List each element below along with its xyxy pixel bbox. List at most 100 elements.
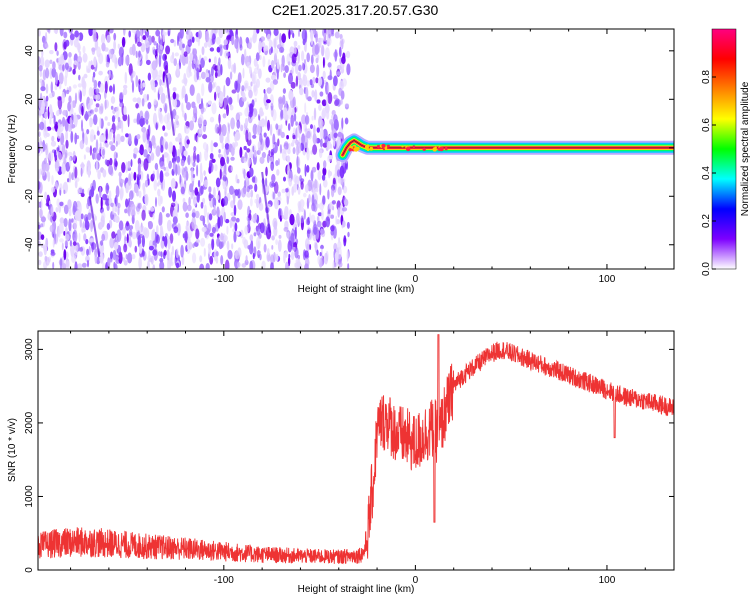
noise-blob — [256, 193, 260, 200]
noise-blob — [38, 224, 41, 229]
noise-blob — [44, 59, 50, 68]
noise-blob — [38, 29, 41, 37]
noise-blob — [194, 187, 199, 196]
noise-blob — [287, 256, 291, 267]
noise-blob — [152, 112, 158, 126]
noise-blob — [203, 204, 207, 218]
noise-blob — [206, 143, 209, 153]
noise-blob — [166, 249, 170, 261]
noise-blob — [50, 81, 53, 94]
noise-blob — [100, 196, 103, 210]
noise-blob — [59, 54, 65, 65]
noise-blob — [211, 238, 215, 251]
noise-streak — [165, 74, 176, 136]
noise-blob — [197, 179, 201, 188]
noise-blob — [122, 113, 128, 122]
noise-blob — [292, 107, 295, 117]
noise-blob — [312, 29, 316, 36]
noise-blob — [315, 77, 319, 84]
noise-blob — [59, 201, 64, 207]
noise-blob — [233, 192, 236, 206]
noise-blob — [230, 200, 235, 209]
signal-knot — [432, 147, 437, 152]
noise-blob — [201, 226, 207, 233]
noise-blob — [227, 57, 232, 70]
noise-blob — [272, 191, 276, 200]
noise-blob — [220, 64, 223, 76]
noise-blob — [287, 148, 291, 155]
noise-blob — [205, 77, 211, 83]
noise-blob — [236, 119, 241, 129]
noise-blob — [87, 68, 90, 73]
noise-blob — [234, 80, 238, 91]
noise-blob — [316, 64, 320, 78]
noise-blob — [123, 87, 128, 96]
noise-blob — [246, 148, 251, 153]
noise-blob — [131, 80, 135, 93]
noise-blob — [49, 116, 52, 125]
noise-blob — [237, 93, 240, 103]
snr-series-line — [38, 334, 674, 565]
noise-blob — [64, 233, 70, 241]
noise-blob — [245, 82, 248, 89]
noise-blob — [346, 50, 351, 59]
noise-blob — [80, 192, 85, 198]
noise-blob — [290, 81, 296, 89]
noise-blob — [93, 147, 98, 160]
noise-blob — [170, 202, 176, 208]
noise-blob — [334, 49, 338, 62]
noise-blob — [145, 119, 149, 125]
noise-blob — [307, 96, 312, 102]
noise-blob — [271, 144, 275, 148]
noise-blob — [114, 215, 120, 223]
noise-blob — [196, 59, 200, 72]
noise-blob — [99, 117, 102, 129]
noise-blob — [234, 250, 240, 260]
noise-blob — [292, 139, 297, 144]
noise-blob — [87, 110, 92, 117]
noise-blob — [235, 231, 240, 236]
noise-blob — [93, 79, 98, 89]
noise-blob — [259, 55, 262, 60]
noise-blob — [86, 129, 90, 135]
noise-blob — [72, 241, 77, 247]
noise-blob — [88, 29, 94, 37]
noise-blob — [61, 163, 66, 175]
noise-blob — [74, 92, 78, 105]
noise-blob — [210, 140, 214, 153]
noise-blob — [121, 162, 126, 173]
noise-blob — [281, 54, 285, 67]
noise-blob — [189, 120, 194, 131]
noise-blob — [156, 167, 159, 181]
noise-blob — [316, 220, 322, 228]
noise-blob — [337, 186, 342, 196]
noise-blob — [304, 184, 309, 193]
noise-blob — [340, 98, 343, 105]
noise-blob — [51, 67, 57, 78]
noise-blob — [229, 185, 234, 195]
noise-blob — [113, 242, 119, 250]
noise-blob — [59, 29, 64, 37]
noise-blob — [316, 99, 321, 104]
noise-blob — [252, 252, 255, 260]
noise-blob — [316, 162, 320, 171]
noise-blob — [266, 33, 271, 42]
noise-blob — [115, 185, 120, 198]
noise-blob — [97, 169, 101, 180]
noise-blob — [214, 164, 218, 172]
noise-blob — [63, 189, 66, 195]
noise-blob — [301, 62, 304, 70]
noise-blob — [152, 142, 157, 149]
noise-blob — [242, 236, 247, 245]
noise-blob — [191, 36, 195, 43]
noise-blob — [43, 119, 47, 132]
noise-blob — [327, 75, 333, 81]
noise-blob — [44, 162, 50, 172]
noise-blob — [248, 158, 252, 165]
noise-blob — [84, 132, 88, 145]
noise-blob — [72, 200, 78, 213]
noise-blob — [226, 225, 229, 235]
noise-blob — [282, 88, 286, 94]
noise-blob — [133, 147, 139, 155]
noise-blob — [310, 54, 314, 65]
